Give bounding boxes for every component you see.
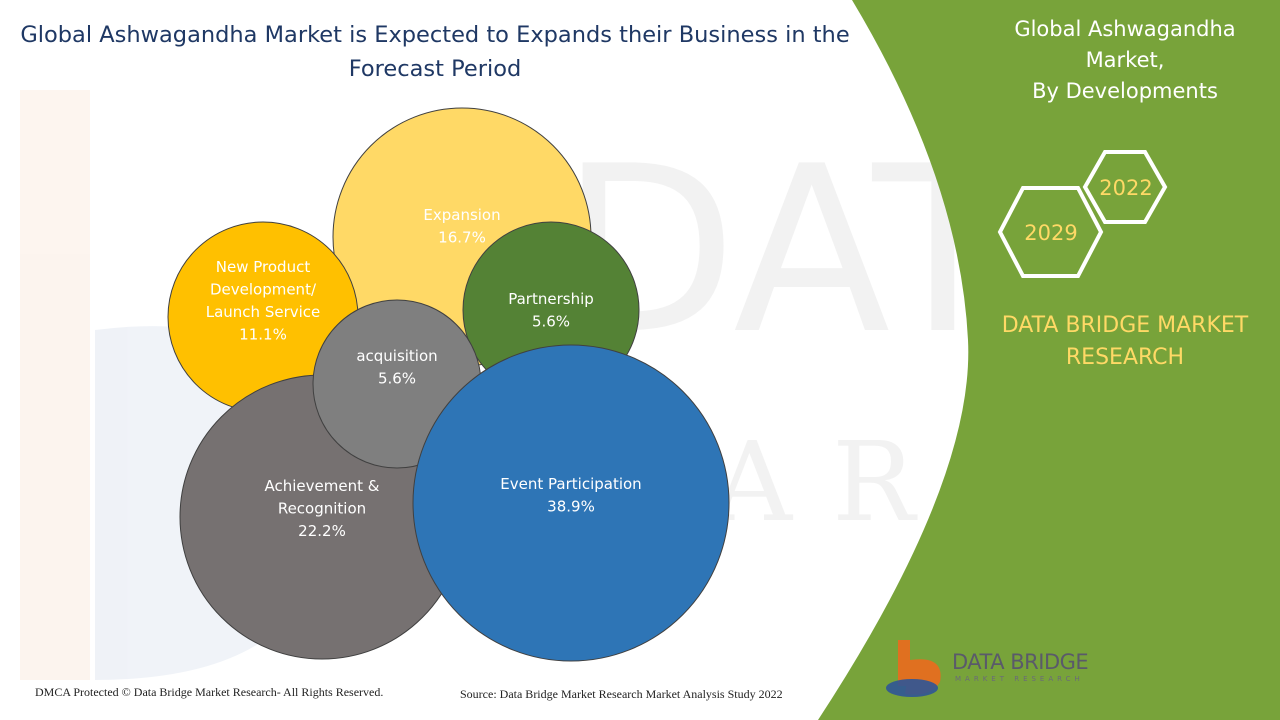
- bubble-value-expansion: 16.7%: [438, 229, 486, 247]
- logo-tagline: MARKET RESEARCH: [955, 675, 1084, 683]
- brand-line2: RESEARCH: [1065, 345, 1185, 370]
- bubble-value-event-participation: 38.9%: [547, 498, 595, 516]
- bubble-label-acquisition: acquisition: [356, 347, 437, 365]
- bubble-label-event-participation: Event Participation: [500, 475, 641, 493]
- bubble-label-achievement-recognition: Achievement &: [265, 477, 380, 495]
- bubble-value-acquisition: 5.6%: [378, 370, 416, 388]
- bubble-value-new-product-development-launch-service: 11.1%: [239, 326, 287, 344]
- logo-name: DATA BRIDGE: [952, 650, 1089, 674]
- bubble-label-new-product-development-launch-service: Development/: [210, 281, 317, 299]
- year-2029: 2029: [1024, 221, 1077, 245]
- brand-name: DATA BRIDGE MARKET RESEARCH: [985, 310, 1265, 374]
- bubble-value-partnership: 5.6%: [532, 313, 570, 331]
- footer-source: Source: Data Bridge Market Research Mark…: [460, 687, 783, 701]
- year-2022: 2022: [1099, 176, 1152, 200]
- logo-mark: [886, 640, 941, 697]
- bubble-label-expansion: Expansion: [423, 206, 500, 224]
- side-title-line1: Global Ashwagandha Market,: [1014, 17, 1236, 72]
- footer-copyright: DMCA Protected © Data Bridge Market Rese…: [35, 685, 384, 699]
- page-title: Global Ashwagandha Market is Expected to…: [20, 22, 850, 82]
- side-title-line2: By Developments: [1032, 79, 1218, 103]
- bubble-label-achievement-recognition: Recognition: [278, 500, 366, 518]
- bubble-value-achievement-recognition: 22.2%: [298, 522, 346, 540]
- hexagon-2022: [1082, 150, 1168, 224]
- side-panel-shape: [818, 0, 1280, 720]
- brand-line1: DATA BRIDGE MARKET: [1001, 313, 1249, 338]
- side-panel-title: Global Ashwagandha Market, By Developmen…: [985, 14, 1265, 107]
- bubble-label-new-product-development-launch-service: Launch Service: [206, 303, 321, 321]
- bubble-label-new-product-development-launch-service: New Product: [216, 258, 311, 276]
- bubble-label-partnership: Partnership: [508, 290, 594, 308]
- hexagon-2029: [997, 186, 1104, 278]
- bubble-event-participation: [412, 344, 730, 662]
